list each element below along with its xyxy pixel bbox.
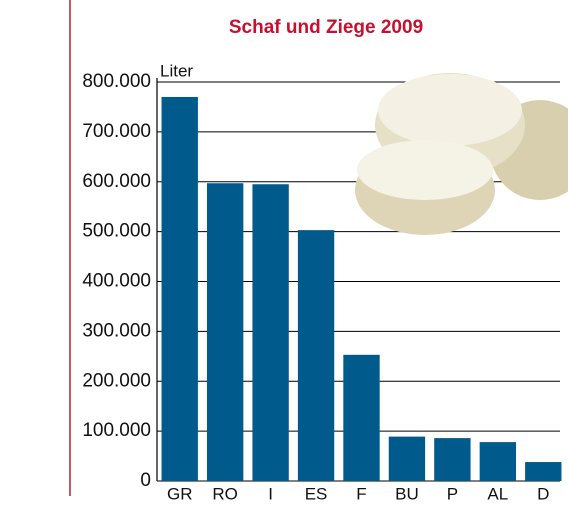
y-tick-label: 200.000 xyxy=(82,370,151,391)
x-tick-label: I xyxy=(268,484,273,503)
bar xyxy=(161,96,198,482)
y-tick-label: 0 xyxy=(140,470,151,491)
x-tick-label: ES xyxy=(305,484,328,503)
x-tick-label: GR xyxy=(167,484,193,503)
y-tick-label: 700.000 xyxy=(82,121,151,142)
y-tick-label: 500.000 xyxy=(82,221,151,242)
bar xyxy=(388,436,426,481)
cheese-top xyxy=(357,140,493,200)
bar xyxy=(297,230,335,481)
bar xyxy=(434,438,471,481)
x-tick-label: AL xyxy=(487,484,508,503)
x-tick-label: RO xyxy=(212,484,238,503)
y-tick-label: 400.000 xyxy=(82,271,151,292)
y-tick-label: 300.000 xyxy=(82,320,151,341)
y-tick-label: 600.000 xyxy=(82,171,151,192)
bar xyxy=(525,462,562,481)
chart-title: Schaf und Ziege 2009 xyxy=(229,17,423,38)
x-tick-label: P xyxy=(447,484,458,503)
bar xyxy=(252,184,289,481)
x-tick-label: D xyxy=(537,484,549,503)
x-tick-label: BU xyxy=(395,484,419,503)
bar xyxy=(206,183,244,481)
bar xyxy=(343,354,380,481)
bar xyxy=(479,442,517,481)
x-tick-label: F xyxy=(356,484,366,503)
cheese-top xyxy=(378,74,522,146)
y-tick-label: 800.000 xyxy=(82,71,151,92)
cheese-illustration xyxy=(355,73,568,235)
bars xyxy=(161,96,562,482)
y-tick-label: 100.000 xyxy=(82,420,151,441)
y-axis-label: Liter xyxy=(160,61,193,80)
